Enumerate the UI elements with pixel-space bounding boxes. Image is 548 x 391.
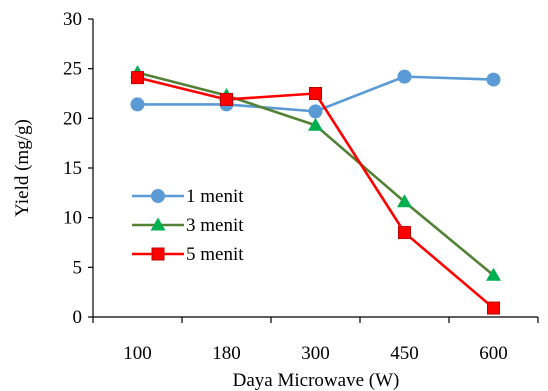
y-ticks: 0 5 10 15 20 25 30 (63, 9, 93, 328)
plot-area: 0 5 10 15 20 25 30 100 180 300 450 600 (63, 9, 539, 364)
legend-marker (150, 217, 166, 231)
y-tick-label: 15 (63, 158, 82, 179)
legend-label: 5 menit (186, 244, 244, 265)
x-tick-label: 180 (212, 343, 241, 364)
legend-marker (151, 247, 165, 261)
y-tick-label: 5 (73, 257, 83, 278)
y-tick-label: 20 (63, 108, 82, 129)
x-tick-label: 300 (301, 343, 330, 364)
point-1-menit (130, 97, 145, 112)
legend-item-3-menit: 3 menit (132, 215, 244, 236)
legend-marker (151, 189, 165, 203)
y-tick-label: 30 (63, 9, 82, 30)
x-ticks: 100 180 300 450 600 (92, 317, 539, 364)
point-5-menit (131, 71, 144, 85)
point-5-menit (487, 301, 500, 315)
legend-label: 1 menit (186, 186, 244, 207)
legend-label: 3 menit (186, 215, 244, 236)
legend-item-5-menit: 5 menit (132, 244, 244, 265)
point-1-menit (308, 104, 323, 119)
x-tick-label: 450 (390, 343, 419, 364)
series-markers (130, 65, 501, 315)
point-1-menit (397, 69, 412, 84)
legend-item-1-menit: 1 menit (132, 186, 244, 207)
point-5-menit (398, 226, 411, 240)
x-tick-label: 600 (479, 343, 508, 364)
y-tick-label: 10 (63, 208, 82, 229)
point-5-menit (220, 92, 233, 106)
y-axis-title: Yield (mg/g) (12, 119, 33, 217)
point-3-menit (486, 267, 501, 281)
point-5-menit (309, 87, 322, 100)
y-tick-label: 25 (63, 59, 82, 80)
y-tick-label: 0 (73, 307, 83, 328)
point-1-menit (486, 72, 501, 87)
x-tick-label: 100 (123, 343, 152, 364)
point-3-menit (308, 117, 323, 131)
x-axis-title: Daya Microwave (W) (233, 370, 400, 391)
legend: 1 menit 3 menit 5 menit (132, 186, 244, 265)
point-3-menit (397, 194, 412, 208)
